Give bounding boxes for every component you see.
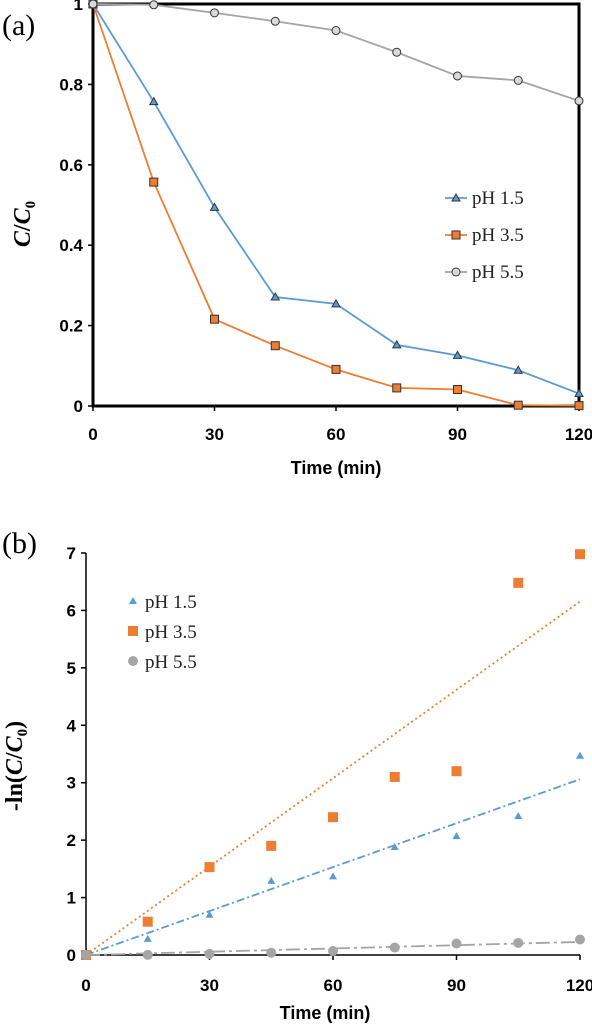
x-tick-label: 30 bbox=[200, 976, 219, 995]
series-line-ph-5_5 bbox=[92, 3, 580, 102]
x-tick-label: 120 bbox=[566, 976, 592, 995]
legend-label: pH 1.5 bbox=[145, 592, 197, 613]
x-tick-label: 60 bbox=[324, 976, 343, 995]
data-point bbox=[331, 364, 341, 374]
legend-label: pH 3.5 bbox=[145, 622, 197, 643]
x-tick-label: 60 bbox=[327, 425, 346, 444]
y-tick-label: 0.6 bbox=[59, 156, 83, 175]
data-point bbox=[270, 292, 281, 301]
data-point bbox=[575, 934, 585, 945]
data-point bbox=[142, 949, 153, 960]
data-point bbox=[451, 766, 462, 777]
panel-b-scatter-chart: (b) -ln(C/C0) Time (min) 0 30 60 90 120 0 1 2 3 4… bbox=[2, 527, 592, 1023]
data-point bbox=[331, 298, 341, 308]
data-point bbox=[149, 0, 159, 10]
data-point bbox=[513, 365, 524, 374]
trendline-ph-5.5 bbox=[85, 941, 581, 956]
x-tick-label: 0 bbox=[81, 976, 90, 995]
data-point bbox=[513, 400, 523, 410]
panel-b-y-axis-title: -ln(C/C0) bbox=[2, 721, 31, 811]
legend-marker bbox=[451, 267, 461, 277]
data-point bbox=[513, 937, 524, 948]
x-tick-label: 0 bbox=[88, 425, 97, 444]
data-point bbox=[392, 383, 402, 393]
data-point bbox=[451, 938, 462, 949]
data-point bbox=[143, 934, 152, 942]
y-tick-label: 0.4 bbox=[59, 236, 83, 255]
y-tick-label: 1 bbox=[67, 889, 76, 908]
x-tick-label: 30 bbox=[205, 425, 224, 444]
data-point bbox=[328, 812, 338, 823]
legend-marker bbox=[451, 230, 461, 240]
y-tick-label: 5 bbox=[67, 659, 76, 678]
panel-b-x-axis-title: Time (min) bbox=[280, 1003, 371, 1023]
y-tick-label: 3 bbox=[67, 774, 76, 793]
legend-label: pH 5.5 bbox=[472, 262, 524, 283]
data-point bbox=[204, 862, 215, 873]
data-point bbox=[88, 0, 98, 9]
y-tick-label: 0.8 bbox=[59, 75, 83, 94]
data-point bbox=[390, 843, 399, 851]
data-point bbox=[267, 876, 276, 884]
panel-a-label: (a) bbox=[2, 9, 35, 42]
data-point bbox=[452, 350, 463, 359]
y-tick-label: 2 bbox=[67, 831, 76, 850]
data-point bbox=[204, 948, 215, 959]
y-tick-label: 6 bbox=[67, 601, 76, 620]
panel-a-line-chart: (a) C/C0 Time (min) 0 30 60 90 120 0 0.2 0.4 0.6… bbox=[2, 0, 592, 478]
y-tick-label: 1 bbox=[74, 0, 83, 14]
legend-marker bbox=[128, 656, 138, 666]
x-tick-label: 120 bbox=[565, 425, 592, 444]
y-tick-label: 7 bbox=[67, 544, 76, 563]
x-tick-label: 90 bbox=[448, 425, 467, 444]
data-point bbox=[148, 96, 159, 106]
data-point bbox=[576, 751, 584, 759]
data-point bbox=[574, 388, 584, 398]
data-point bbox=[210, 8, 219, 18]
data-point bbox=[331, 26, 341, 36]
data-point bbox=[328, 945, 338, 956]
data-point bbox=[209, 202, 220, 211]
legend-label: pH 3.5 bbox=[472, 225, 524, 246]
data-point bbox=[270, 341, 280, 351]
y-tick-label: 0 bbox=[67, 946, 76, 965]
data-point bbox=[270, 16, 280, 26]
data-point bbox=[149, 177, 159, 187]
legend-marker bbox=[451, 192, 461, 202]
data-point bbox=[266, 947, 277, 958]
data-point bbox=[514, 812, 523, 820]
data-point bbox=[266, 840, 277, 851]
y-tick-label: 0.2 bbox=[59, 317, 83, 336]
data-point bbox=[453, 71, 462, 81]
y-tick-label: 4 bbox=[67, 716, 77, 735]
legend-label: pH 1.5 bbox=[472, 188, 524, 209]
panel-a-x-axis-title: Time (min) bbox=[291, 458, 382, 478]
data-point bbox=[453, 385, 462, 395]
data-point bbox=[513, 75, 523, 85]
panel-b-label: (b) bbox=[2, 527, 37, 560]
data-point bbox=[452, 832, 461, 840]
data-point bbox=[513, 577, 524, 588]
data-point bbox=[391, 339, 402, 349]
legend-label: pH 5.5 bbox=[145, 652, 197, 673]
data-point bbox=[574, 401, 584, 411]
data-point bbox=[205, 910, 214, 918]
data-point bbox=[210, 314, 219, 324]
x-tick-label: 90 bbox=[447, 976, 466, 995]
data-point bbox=[329, 872, 337, 880]
legend-marker bbox=[128, 626, 138, 636]
legend-marker bbox=[129, 597, 137, 604]
data-point bbox=[392, 47, 402, 57]
data-point bbox=[142, 916, 153, 927]
data-point bbox=[575, 549, 585, 560]
data-point bbox=[574, 96, 584, 106]
y-tick-label: 0 bbox=[74, 397, 83, 416]
trendline-ph-3.5 bbox=[85, 600, 581, 956]
data-point bbox=[389, 771, 400, 782]
data-point bbox=[81, 950, 91, 960]
trendline-ph-1.5 bbox=[85, 778, 581, 956]
data-point bbox=[389, 942, 400, 953]
panel-a-y-axis-title: C/C0 bbox=[10, 201, 39, 247]
